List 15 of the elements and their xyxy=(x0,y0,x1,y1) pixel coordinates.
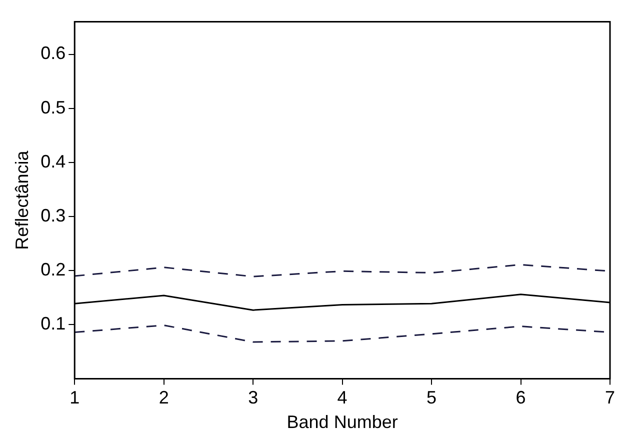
x-tick-label: 6 xyxy=(516,388,526,408)
x-tick-label: 4 xyxy=(337,388,348,408)
y-tick-label: 0.6 xyxy=(40,43,66,64)
y-axis-title: Reflectância xyxy=(12,150,32,250)
x-tick-label: 1 xyxy=(70,388,80,408)
y-tick-label: 0.5 xyxy=(40,97,66,118)
y-tick-label: 0.1 xyxy=(40,314,66,334)
x-tick-label: 3 xyxy=(248,388,258,408)
x-tick-label: 2 xyxy=(158,388,169,408)
y-tick-label: 0.4 xyxy=(40,151,66,172)
x-tick-label: 5 xyxy=(426,388,437,408)
x-axis-title: Band Number xyxy=(286,412,398,432)
y-tick-label: 0.2 xyxy=(40,260,66,280)
x-tick-label: 7 xyxy=(604,388,616,408)
y-tick-label: 0.3 xyxy=(40,205,66,226)
